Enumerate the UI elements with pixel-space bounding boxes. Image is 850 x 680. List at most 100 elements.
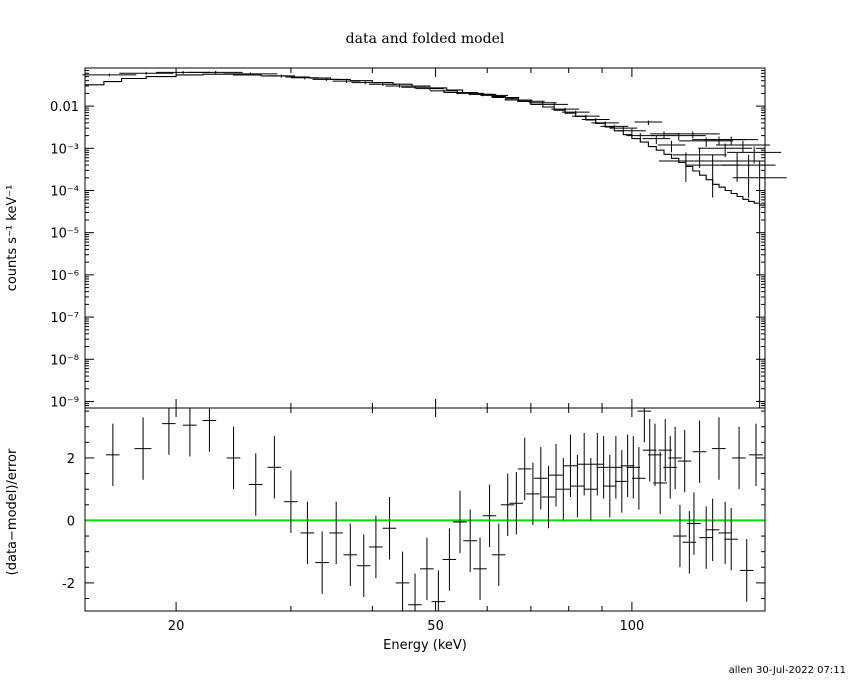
residual-point: [134, 417, 152, 480]
residual-point: [267, 436, 282, 499]
residual-point: [712, 417, 726, 480]
data-point: [540, 102, 568, 107]
x-tick-labels: 20 50 100: [168, 619, 645, 634]
residual-plot-frame: [84, 407, 766, 612]
residual-point: [315, 531, 329, 594]
residual-point: [673, 504, 687, 568]
residual-point: [482, 484, 497, 547]
residual-point: [668, 426, 682, 490]
data-point: [491, 96, 520, 100]
data-point: [727, 146, 782, 164]
residual-point: [500, 473, 515, 537]
residual-point: [105, 423, 120, 487]
y-tick-label: 2: [67, 452, 75, 467]
residual-point: [463, 509, 477, 572]
data-point: [385, 84, 414, 88]
data-point: [267, 74, 296, 78]
data-point: [626, 133, 655, 141]
y-tick-label: 10⁻⁹: [50, 395, 79, 410]
residual-point: [596, 436, 611, 499]
data-point: [665, 131, 720, 139]
residual-points: [105, 408, 763, 611]
residual-point: [577, 432, 591, 496]
data-point: [642, 135, 671, 145]
residual-point: [509, 472, 524, 535]
x-tick-label: 50: [427, 619, 444, 634]
residual-point: [570, 454, 585, 518]
y-tick-label: 10⁻³: [50, 142, 79, 157]
data-point: [223, 72, 278, 76]
residual-point: [749, 423, 763, 487]
residual-point: [453, 490, 467, 554]
y-tick-label: -2: [62, 577, 75, 592]
residual-point: [420, 537, 434, 601]
timestamp-stamp: allen 30-Jul-2022 07:11: [729, 665, 846, 676]
data-point: [650, 131, 678, 139]
residual-point: [614, 450, 629, 513]
residual-point: [395, 551, 410, 611]
residual-point: [202, 408, 217, 452]
residual-point: [343, 523, 358, 587]
residual-point: [620, 434, 635, 498]
data-point: [657, 140, 686, 153]
residual-point: [226, 426, 241, 490]
data-point: [551, 107, 579, 112]
data-point: [721, 154, 776, 198]
residual-point: [692, 420, 707, 483]
data-point: [332, 79, 361, 83]
residual-point: [718, 501, 732, 565]
data-point: [618, 128, 646, 135]
residual-point: [183, 408, 197, 457]
residual-point: [583, 457, 598, 521]
residual-point: [626, 436, 641, 499]
residual-point: [658, 418, 672, 482]
spectrum-axis-ticks: [85, 67, 765, 409]
data-point: [351, 81, 380, 85]
spectrum-y-axis-label: counts s⁻¹ keV⁻¹: [5, 185, 20, 292]
residual-point: [632, 447, 646, 510]
y-tick-label: 10⁻⁷: [50, 311, 79, 326]
residual-point: [248, 453, 263, 516]
residual-point: [687, 492, 701, 555]
spectrum-plot-frame: [84, 67, 766, 409]
residual-point: [602, 454, 617, 518]
y-tick-label: 10⁻⁴: [50, 184, 79, 199]
residual-point: [590, 432, 605, 496]
residual-point: [162, 408, 176, 455]
residual-point: [408, 573, 422, 611]
residual-point: [642, 418, 657, 482]
data-point: [715, 140, 770, 153]
residual-point: [705, 498, 720, 562]
data-point: [368, 82, 397, 86]
data-point: [710, 152, 765, 182]
data-point: [416, 87, 444, 91]
y-tick-label: 0.01: [50, 100, 79, 115]
data-point: [704, 136, 759, 146]
data-point: [82, 73, 137, 77]
residual-point: [300, 501, 315, 565]
residual-point: [648, 423, 662, 487]
data-point: [312, 77, 341, 82]
residual-y-axis-label: (data−model)/error: [5, 448, 20, 575]
residual-point: [533, 447, 548, 510]
x-tick-label: 20: [168, 619, 185, 634]
residual-point: [732, 426, 746, 490]
data-point: [188, 70, 243, 75]
residual-point: [541, 465, 556, 529]
y-tick-label: 0: [67, 514, 75, 529]
residual-point: [724, 507, 738, 571]
model-step-line: [85, 73, 765, 206]
data-point: [679, 137, 734, 147]
spectrum-panel: 0.01 10⁻³ 10⁻⁴ 10⁻⁵ 10⁻⁶ 10⁻⁷ 10⁻⁸ 10⁻⁹: [50, 67, 787, 410]
model-histogram: [85, 73, 765, 206]
residual-point: [517, 437, 532, 501]
data-point: [119, 71, 174, 75]
x-tick-label: 100: [619, 619, 644, 634]
data-point: [581, 118, 610, 123]
data-point: [658, 152, 713, 182]
x-axis-label: Energy (keV): [383, 638, 467, 653]
data-point: [290, 76, 319, 80]
y-tick-label: 10⁻⁶: [50, 269, 79, 284]
residual-point: [653, 451, 667, 515]
